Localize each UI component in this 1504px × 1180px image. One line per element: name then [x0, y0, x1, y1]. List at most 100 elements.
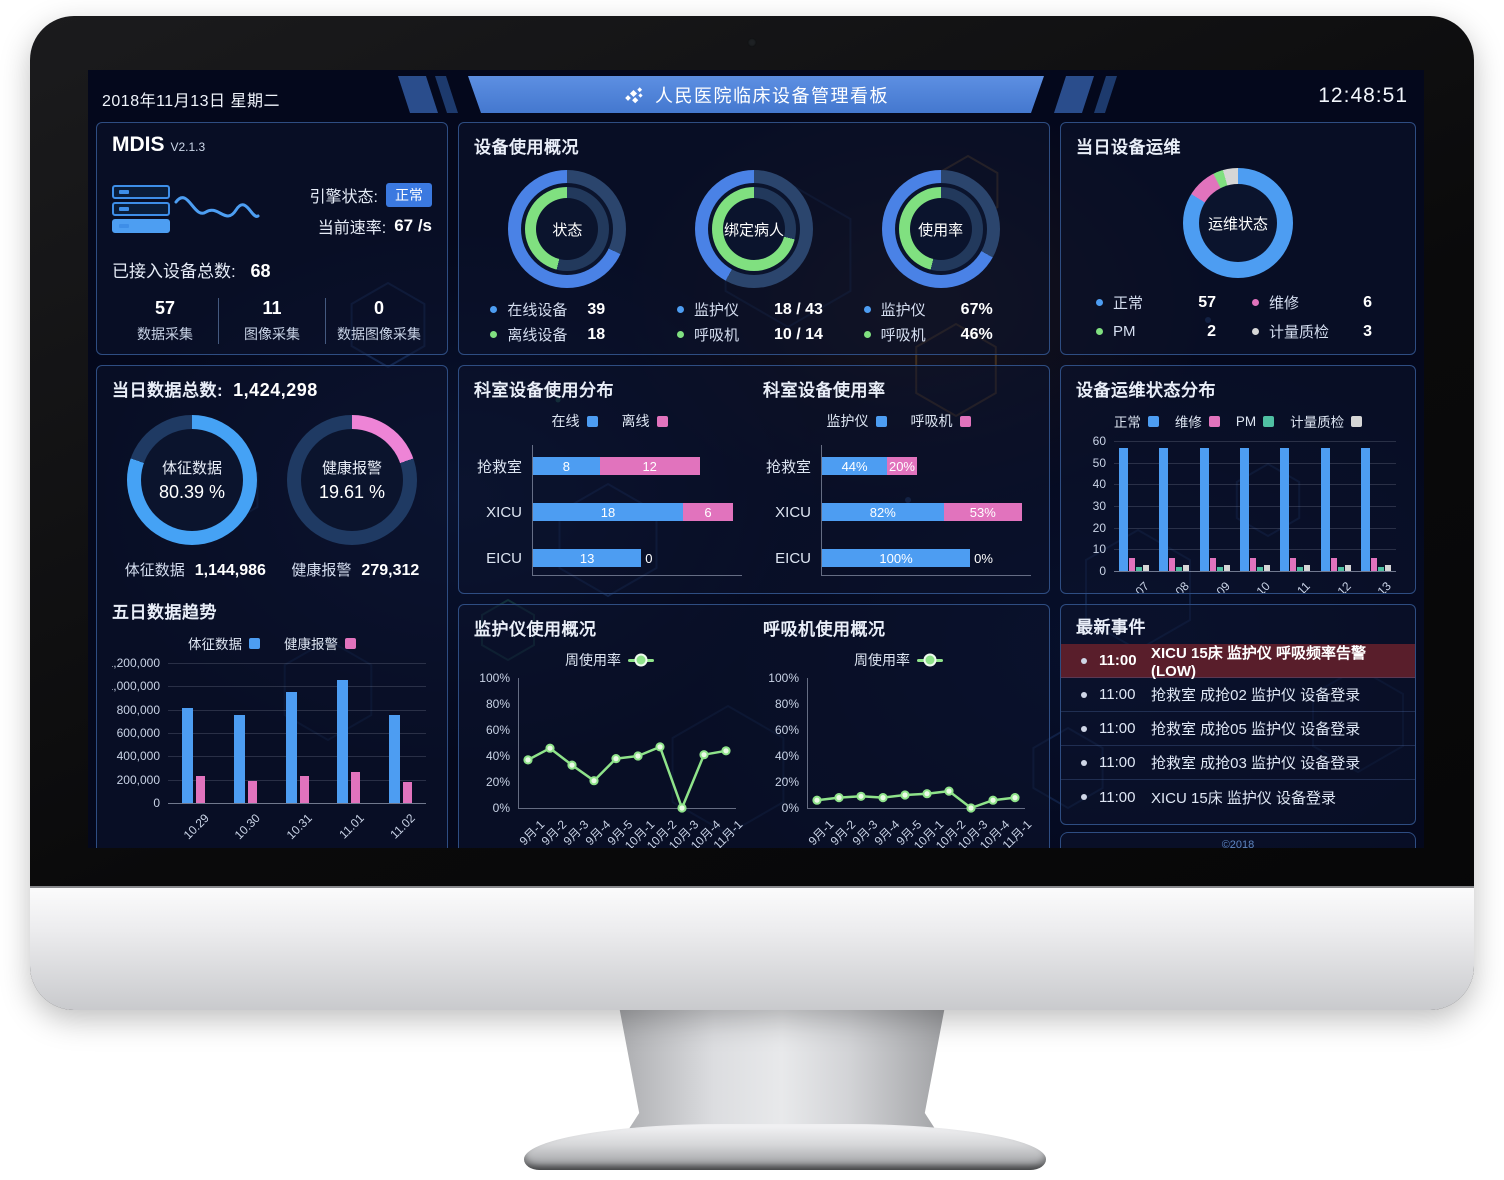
- events-title: 最新事件: [1076, 618, 1146, 637]
- bar: [233, 714, 245, 803]
- legend-dot: [1252, 299, 1259, 306]
- legend-item: 健康报警: [284, 633, 356, 653]
- signal-wave-icon: [174, 196, 260, 218]
- data-point: [545, 743, 555, 753]
- legend-item: 离线: [622, 411, 668, 431]
- legend-item: 计量质检: [1290, 411, 1363, 431]
- donut-hole: [1199, 184, 1277, 262]
- y-tick-label: 20%: [485, 775, 510, 789]
- y-tick-text: 0: [153, 796, 160, 810]
- bullet-icon: [1081, 759, 1087, 766]
- donut-gap: [521, 183, 614, 275]
- legend-item: 呼吸机 10 / 14: [665, 322, 843, 347]
- bar: [182, 707, 194, 803]
- dual-ring-donut: 使用率: [881, 170, 1000, 288]
- donut-center-label: 运维状态: [1207, 215, 1268, 233]
- rate-label: 当前速率:: [317, 219, 387, 237]
- banner-stripe: [1093, 76, 1118, 113]
- data-point: [944, 786, 954, 796]
- hbar-chart: 抢救室 44% 20% XICU 82% 53% EICU 100% 0%: [763, 445, 1035, 581]
- dashboard-logo-icon: [623, 84, 645, 106]
- gridline: [168, 709, 426, 711]
- legend-label: 在线: [551, 413, 580, 429]
- donut-center-pct: 19.61 %: [318, 482, 386, 502]
- legend-square: [1208, 415, 1220, 427]
- donut-legend: 监护仪 18 / 43 呼吸机 10 / 14: [665, 297, 843, 347]
- data-stat-value: 279,312: [361, 562, 420, 579]
- bar-segment: 6: [683, 503, 733, 521]
- usage-donut-block: 绑定病人 监护仪 18 / 43 呼吸机 10 / 14: [661, 166, 848, 347]
- data-point: [589, 776, 599, 786]
- header-banner: 人民医院临床设备管理看板: [468, 76, 1044, 113]
- week-usage-label: 周使用率: [565, 652, 621, 668]
- bar-chart: 1,200,000 1,000,000 800,000 600,000 400,000 2…: [112, 656, 434, 848]
- gridline: [1114, 506, 1396, 507]
- bar: [1159, 447, 1169, 571]
- legend-label: PM: [1113, 323, 1136, 340]
- y-tick-label: 800,000: [112, 703, 160, 717]
- bar: [1290, 558, 1297, 571]
- legend-label: 离线: [621, 413, 650, 429]
- data-point: [611, 754, 621, 764]
- legend-value: 10 / 14: [774, 325, 823, 343]
- legend-item: 监护仪: [827, 411, 887, 431]
- bullet-icon: [1081, 725, 1087, 732]
- data-donut-block: 体征数据 80.39 %: [127, 415, 257, 545]
- monitor-usage-legend: 周使用率: [474, 650, 745, 670]
- gridline: [1114, 441, 1396, 442]
- dept-usage-title: 科室设备使用率: [763, 381, 886, 400]
- legend-label: 计量质检: [1290, 415, 1345, 430]
- donut-center-title: 健康报警: [321, 460, 382, 477]
- ventilator-usage-legend: 周使用率: [763, 650, 1034, 670]
- x-tick-label: 11.02: [387, 811, 419, 842]
- mdis-middle: 引擎状态: 正常 当前速率: 67 /s: [112, 171, 432, 249]
- panel-dept: 科室设备使用分布 在线 离线 抢救室 8 12 XICU 18 6 EICU 13 0 科室设备使…: [458, 365, 1050, 594]
- legend-item: 维修: [1175, 411, 1220, 431]
- mdis-stat: 0 数据图像采集: [325, 298, 432, 344]
- data-point: [1010, 793, 1020, 803]
- legend-dot: [1096, 299, 1103, 306]
- gridline: [1114, 484, 1396, 486]
- bar: [1143, 564, 1150, 571]
- legend-label: PM: [1235, 413, 1257, 429]
- bar: [1169, 558, 1176, 571]
- data-point: [900, 790, 910, 800]
- donut-hole: [536, 198, 599, 260]
- legend-square: [249, 637, 260, 649]
- bar-chart: 60 50 40 30 20 10 0 11.07 11.08 11.09 11.10 11.11 11…: [1076, 434, 1400, 593]
- legend-dot: [863, 331, 871, 338]
- maintenance-legend: 正常 57 维修 6 PM 2 计量质检 3: [1076, 292, 1400, 342]
- category-label: XICU: [775, 503, 811, 521]
- data-point: [812, 795, 822, 805]
- y-tick-text: 10: [1092, 542, 1106, 557]
- donut-hole: [141, 429, 243, 531]
- y-tick-text: 50: [1092, 455, 1106, 470]
- y-tick-label: 40%: [774, 749, 799, 763]
- legend-dot: [677, 331, 684, 338]
- y-tick-label: 40%: [485, 749, 510, 763]
- monitor-stand-base: [524, 1124, 1046, 1170]
- donut-gap: [708, 183, 800, 275]
- ventilator-usage-chart: 100% 80% 60% 40% 20% 0% 9月-1 9月-2 9月-3 9月-4 9月-5 10…: [763, 671, 1034, 848]
- dual-ring-donut: 状态: [508, 170, 627, 288]
- bar: [1129, 558, 1136, 571]
- legend-label: 监护仪: [826, 413, 869, 429]
- bar-segment: 53%: [943, 503, 1022, 521]
- usage-overview-title: 设备使用概况: [474, 138, 579, 157]
- y-tick-text: 60: [1092, 434, 1106, 448]
- legend-dot: [1252, 328, 1259, 335]
- monitor-chin: [30, 886, 1474, 1010]
- mdis-stat: 57 数据采集: [112, 298, 218, 344]
- bar: [1250, 558, 1256, 571]
- donut-hole: [909, 198, 972, 260]
- bar: [388, 714, 400, 803]
- y-tick-label: 50: [1076, 456, 1106, 470]
- gridline: [168, 756, 426, 758]
- x-tick-label: 10.30: [232, 811, 264, 843]
- y-tick-label: 1,000,000: [112, 679, 160, 693]
- y-tick-label: 0%: [781, 801, 799, 815]
- legend-item: 呼吸机 46%: [852, 322, 1030, 347]
- gridline: [168, 803, 426, 804]
- panel-maintenance-distribution: 设备运维状态分布 正常 维修 PM 计量质检 60 50 40 30 20 10 0 11.07 11…: [1060, 365, 1416, 594]
- y-tick-label: 60: [1076, 434, 1106, 448]
